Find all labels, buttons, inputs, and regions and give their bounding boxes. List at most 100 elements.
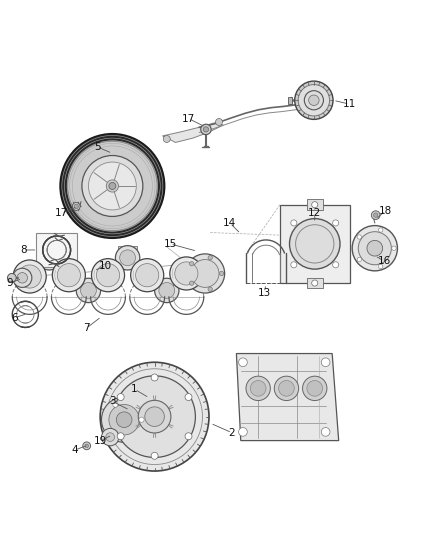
Circle shape <box>332 220 339 226</box>
Bar <box>288 97 292 104</box>
Text: 10: 10 <box>99 261 113 271</box>
Circle shape <box>321 358 330 367</box>
Circle shape <box>96 264 120 287</box>
Circle shape <box>72 203 80 211</box>
Circle shape <box>215 118 223 125</box>
Circle shape <box>117 393 124 400</box>
Polygon shape <box>79 278 98 297</box>
Circle shape <box>102 429 119 446</box>
Circle shape <box>120 250 135 266</box>
Text: 12: 12 <box>308 208 321 219</box>
Text: 14: 14 <box>223 218 237 228</box>
Circle shape <box>100 362 209 471</box>
Circle shape <box>92 259 124 292</box>
Circle shape <box>392 246 396 251</box>
Circle shape <box>85 444 88 448</box>
Circle shape <box>239 358 247 367</box>
Circle shape <box>208 255 212 260</box>
Circle shape <box>203 127 208 132</box>
Text: 16: 16 <box>378 256 391 266</box>
Circle shape <box>117 433 124 440</box>
Text: 4: 4 <box>71 445 78 455</box>
Circle shape <box>208 287 212 292</box>
Circle shape <box>113 402 118 407</box>
Text: 6: 6 <box>11 313 18 323</box>
Circle shape <box>106 180 118 192</box>
Text: 19: 19 <box>94 435 107 446</box>
Bar <box>307 199 322 210</box>
Circle shape <box>312 201 318 208</box>
Circle shape <box>41 250 57 266</box>
Circle shape <box>159 282 175 298</box>
Bar <box>307 278 322 288</box>
Circle shape <box>114 376 195 457</box>
Circle shape <box>82 156 143 216</box>
Circle shape <box>367 240 383 256</box>
Circle shape <box>113 432 118 438</box>
Circle shape <box>13 268 32 287</box>
Circle shape <box>151 453 158 459</box>
Circle shape <box>298 85 329 116</box>
Circle shape <box>290 219 340 269</box>
Circle shape <box>139 417 144 422</box>
Circle shape <box>295 81 333 119</box>
Circle shape <box>201 124 211 135</box>
Text: 3: 3 <box>109 397 116 407</box>
Circle shape <box>309 95 319 106</box>
Text: 1: 1 <box>131 384 138 394</box>
Circle shape <box>321 427 330 436</box>
Circle shape <box>378 264 383 269</box>
Circle shape <box>37 246 61 270</box>
Circle shape <box>279 381 294 396</box>
Circle shape <box>131 259 164 292</box>
Circle shape <box>185 393 192 400</box>
Circle shape <box>116 412 132 427</box>
Text: 7: 7 <box>83 324 89 333</box>
Circle shape <box>109 182 116 189</box>
Circle shape <box>332 262 339 268</box>
Circle shape <box>251 381 266 396</box>
Circle shape <box>81 282 96 298</box>
Circle shape <box>151 374 158 381</box>
Circle shape <box>102 397 147 442</box>
Circle shape <box>357 235 361 239</box>
Polygon shape <box>40 246 59 265</box>
Circle shape <box>185 433 192 440</box>
Circle shape <box>52 259 85 292</box>
Circle shape <box>191 260 219 287</box>
Circle shape <box>352 225 397 271</box>
Circle shape <box>239 427 247 436</box>
Circle shape <box>371 211 380 220</box>
Circle shape <box>170 257 203 290</box>
Circle shape <box>246 376 270 400</box>
Circle shape <box>358 232 391 265</box>
Circle shape <box>138 400 171 433</box>
Text: 2: 2 <box>229 428 235 438</box>
Circle shape <box>190 262 194 266</box>
Circle shape <box>83 442 91 450</box>
Polygon shape <box>118 246 137 265</box>
Polygon shape <box>237 353 339 441</box>
Circle shape <box>18 265 41 288</box>
Circle shape <box>374 213 378 217</box>
Circle shape <box>357 257 361 262</box>
Circle shape <box>13 260 46 293</box>
Text: 17: 17 <box>182 114 195 124</box>
Circle shape <box>163 135 170 142</box>
Circle shape <box>312 280 318 286</box>
Circle shape <box>76 278 101 303</box>
Circle shape <box>190 281 194 285</box>
Circle shape <box>303 376 327 400</box>
Polygon shape <box>162 123 223 142</box>
Circle shape <box>291 262 297 268</box>
Circle shape <box>7 273 16 282</box>
Circle shape <box>106 433 115 441</box>
Circle shape <box>304 91 323 110</box>
Polygon shape <box>157 278 177 297</box>
Bar <box>280 205 350 283</box>
Circle shape <box>109 405 139 435</box>
Circle shape <box>274 376 299 400</box>
Circle shape <box>136 264 159 287</box>
Circle shape <box>74 204 78 208</box>
Text: 13: 13 <box>258 288 271 297</box>
